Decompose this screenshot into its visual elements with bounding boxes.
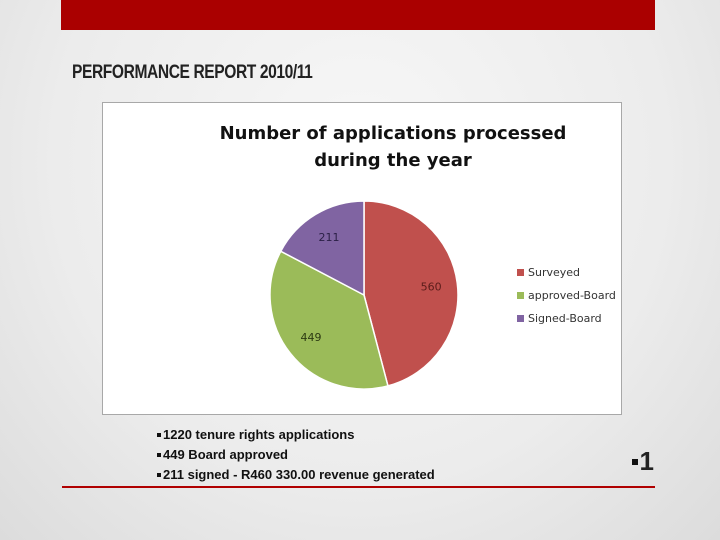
bullet-text: 449 Board approved xyxy=(163,447,288,462)
legend-item-surveyed: Surveyed xyxy=(517,261,616,284)
bullet-item: 449 Board approved xyxy=(157,445,435,465)
legend-label: Surveyed xyxy=(528,266,581,279)
pie-plot: 560 449 211 xyxy=(269,200,459,390)
legend-swatch-icon xyxy=(517,269,524,276)
legend-swatch-icon xyxy=(517,315,524,322)
bullet-text: 1220 tenure rights applications xyxy=(163,427,355,442)
legend-label: approved-Board xyxy=(528,289,616,302)
slide-number: 1 xyxy=(631,446,654,477)
chart-title: Number of applications processed during … xyxy=(219,123,567,171)
pie-slice-surveyed xyxy=(363,200,459,387)
top-accent-bar xyxy=(61,0,655,30)
square-bullet-icon xyxy=(157,473,161,477)
page-title: PERFORMANCE REPORT 2010/11 xyxy=(72,62,313,83)
legend-item-approved-board: approved-Board xyxy=(517,284,616,307)
bottom-divider xyxy=(62,486,655,488)
square-bullet-icon xyxy=(157,433,161,437)
data-label: 560 xyxy=(421,280,442,293)
data-label: 449 xyxy=(301,331,322,344)
legend-item-signed-board: Signed-Board xyxy=(517,307,616,330)
chart-legend: Surveyed approved-Board Signed-Board xyxy=(517,261,616,330)
square-bullet-icon xyxy=(157,453,161,457)
pie-slice-approved-board xyxy=(269,250,389,390)
bullet-item: 1220 tenure rights applications xyxy=(157,425,435,445)
square-bullet-icon xyxy=(631,458,638,465)
bullet-text: 211 signed - R460 330.00 revenue generat… xyxy=(163,467,435,482)
legend-label: Signed-Board xyxy=(528,312,602,325)
bullet-item: 211 signed - R460 330.00 revenue generat… xyxy=(157,465,435,485)
summary-bullets: 1220 tenure rights applications 449 Boar… xyxy=(157,425,435,485)
pie-slice-signed-board xyxy=(279,200,365,297)
data-label: 211 xyxy=(319,231,340,244)
legend-swatch-icon xyxy=(517,292,524,299)
pie-chart: Number of applications processed during … xyxy=(102,102,622,415)
slide-number-text: 1 xyxy=(639,446,654,476)
